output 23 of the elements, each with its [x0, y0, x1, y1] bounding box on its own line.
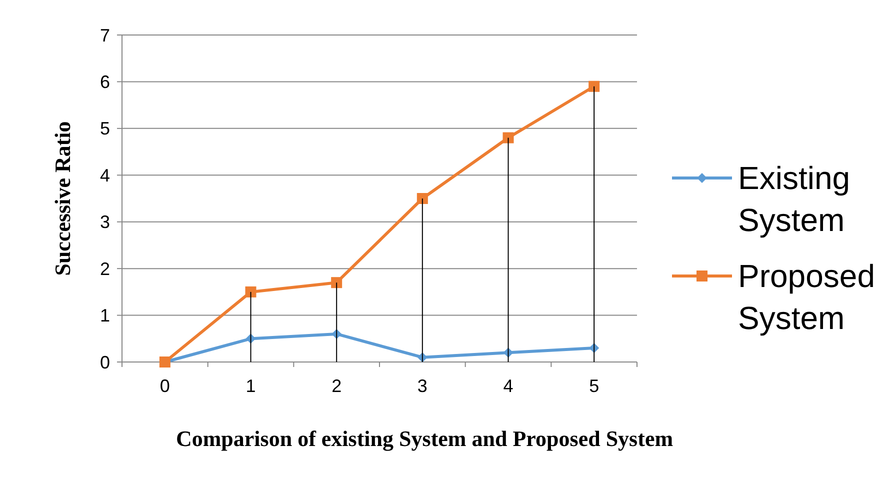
y-tick-label: 2 [100, 258, 110, 279]
point [502, 132, 514, 144]
y-axis-title: Successive Ratio [50, 121, 75, 276]
legend-label: Existing System [738, 160, 850, 238]
y-tick-label: 7 [100, 25, 110, 46]
point [245, 286, 256, 298]
x-tick-label: 5 [589, 376, 600, 396]
x-tick-label: 4 [503, 376, 514, 396]
y-tick-label: 6 [100, 72, 110, 92]
point [588, 80, 600, 92]
x-tick-label: 0 [160, 376, 170, 396]
y-tick-label: 3 [100, 212, 110, 232]
y-tick-label: 1 [100, 306, 110, 326]
y-tick-label: 4 [100, 165, 110, 186]
point [331, 277, 342, 288]
y-tick-label: 0 [100, 352, 110, 372]
y-tick-label: 5 [100, 118, 110, 139]
legend-label: Proposed System [738, 258, 875, 336]
x-tick-label: 3 [417, 376, 428, 396]
x-tick-label: 1 [246, 376, 256, 396]
x-axis-title: Comparison of existing System and Proposed System [176, 426, 674, 451]
x-tick-label: 2 [332, 376, 342, 396]
point [416, 193, 428, 204]
